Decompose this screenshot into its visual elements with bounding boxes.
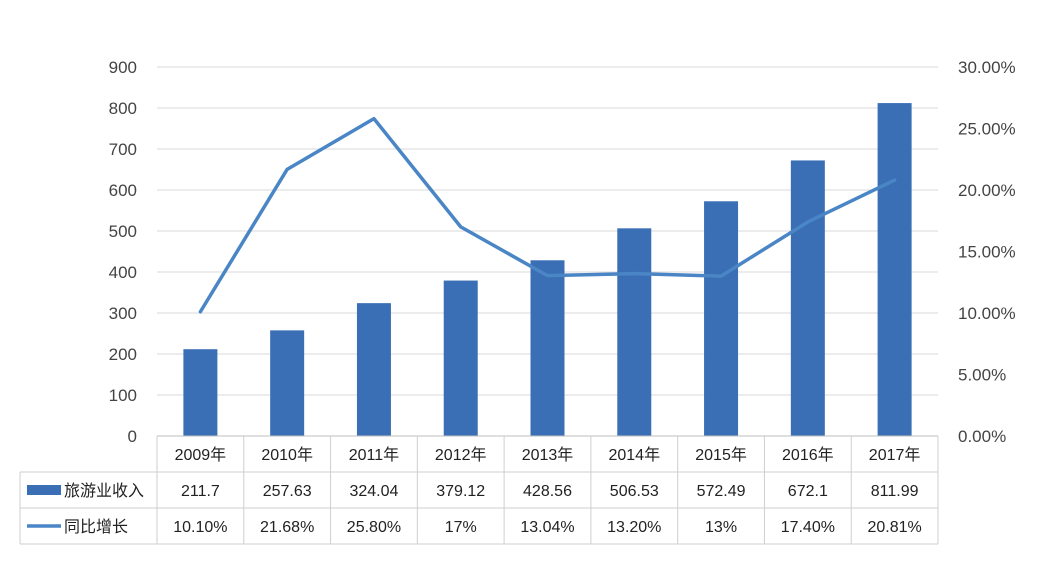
series-name: 同比增长	[64, 517, 128, 536]
category-label: 2012年	[435, 446, 487, 464]
bar	[530, 260, 565, 436]
table-cell: 506.53	[610, 483, 659, 500]
left-tick-label: 600	[109, 181, 137, 200]
left-tick-label: 900	[109, 58, 137, 77]
right-tick-label: 20.00%	[958, 181, 1016, 200]
bar	[790, 160, 825, 436]
right-tick-label: 25.00%	[958, 120, 1016, 139]
table-cell: 21.68%	[260, 519, 314, 536]
table-cell: 25.80%	[347, 519, 401, 536]
table-cell: 13.04%	[520, 519, 574, 536]
growth-point	[633, 273, 635, 275]
right-tick-label: 30.00%	[958, 58, 1016, 77]
growth-point	[286, 168, 288, 170]
growth-point	[720, 275, 722, 277]
bar	[270, 330, 305, 436]
left-tick-label: 200	[109, 345, 137, 364]
category-label: 2010年	[261, 446, 313, 464]
table-cell: 379.12	[436, 483, 485, 500]
table-cell: 13%	[705, 519, 737, 536]
right-tick-label: 0.00%	[958, 427, 1006, 446]
category-label: 2014年	[608, 446, 660, 464]
growth-point	[460, 226, 462, 228]
right-tick-label: 15.00%	[958, 243, 1016, 262]
series-name: 旅游业收入	[64, 481, 144, 500]
table-cell: 17.40%	[781, 519, 835, 536]
right-tick-label: 10.00%	[958, 304, 1016, 323]
bar	[877, 103, 912, 436]
left-tick-label: 800	[109, 99, 137, 118]
table-cell: 211.7	[181, 483, 220, 500]
bar	[704, 201, 739, 436]
left-tick-label: 100	[109, 386, 137, 405]
table-cell: 672.1	[788, 483, 828, 500]
table-cell: 13.20%	[607, 519, 661, 536]
right-tick-label: 5.00%	[958, 366, 1006, 385]
bar	[617, 228, 652, 436]
bar-series	[183, 103, 912, 436]
left-tick-label: 400	[109, 263, 137, 282]
category-label: 2009年	[175, 446, 227, 464]
line-series	[198, 116, 897, 314]
table-cell: 10.10%	[173, 519, 227, 536]
right-y-axis: 0.00% 5.00% 10.00% 15.00% 20.00% 25.00% 30.00%	[958, 58, 1016, 446]
growth-point	[199, 311, 201, 313]
table-cell: 572.49	[697, 483, 746, 500]
bar	[356, 303, 391, 436]
left-tick-label: 300	[109, 304, 137, 323]
legend-swatch-bar	[27, 485, 61, 495]
table-cell: 428.56	[523, 483, 572, 500]
table-cell: 257.63	[263, 483, 312, 500]
table-cell: 20.81%	[867, 519, 921, 536]
category-label: 2011年	[349, 446, 399, 464]
table-cell: 811.99	[871, 483, 919, 500]
growth-point	[807, 221, 809, 223]
left-tick-label: 0	[128, 427, 137, 446]
left-tick-label: 700	[109, 140, 137, 159]
growth-point	[547, 275, 548, 277]
growth-point	[894, 179, 896, 181]
category-label: 2015年	[695, 446, 747, 464]
category-label: 2013年	[522, 446, 574, 464]
category-label: 2016年	[782, 446, 834, 464]
table-cell: 324.04	[349, 483, 398, 500]
table-cell: 17%	[445, 519, 477, 536]
left-tick-label: 500	[109, 222, 137, 241]
category-label: 2017年	[869, 446, 921, 464]
growth-point	[373, 118, 375, 120]
left-y-axis: 0 100 200 300 400 500 600 700 800 900	[109, 58, 137, 446]
bar	[443, 280, 478, 436]
bar	[183, 349, 218, 436]
data-table: 2009年 2010年 2011年 2012年 2013年 2014年 2015年 2016年…	[19, 435, 939, 545]
